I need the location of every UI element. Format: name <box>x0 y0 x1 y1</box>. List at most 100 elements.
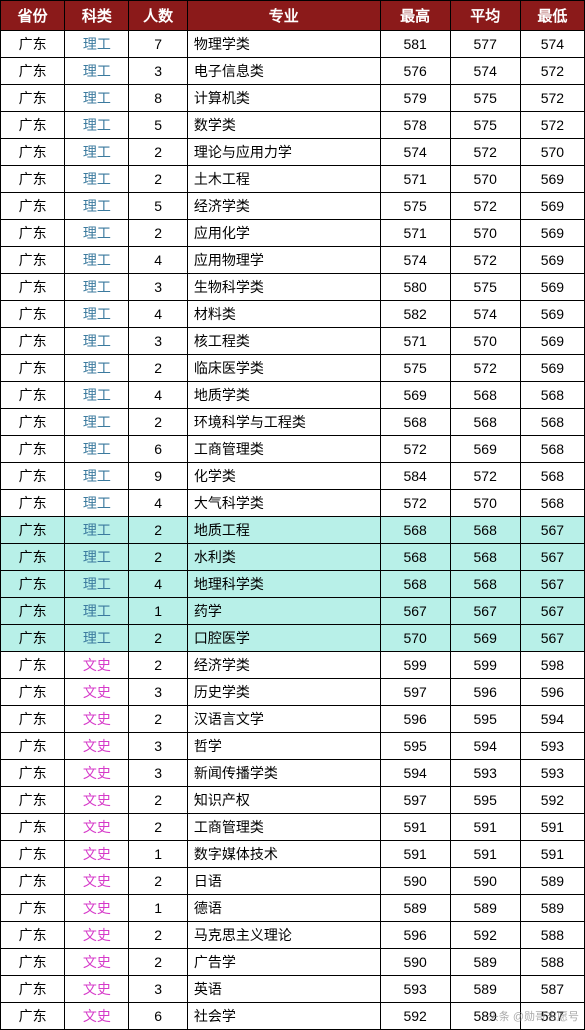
cell: 2 <box>129 868 187 895</box>
table-row: 广东理工2环境科学与工程类568568568 <box>1 409 585 436</box>
cell: 567 <box>450 598 520 625</box>
cell: 广东 <box>1 85 65 112</box>
cell: 1 <box>129 841 187 868</box>
cell: 文史 <box>65 787 129 814</box>
cell: 文史 <box>65 868 129 895</box>
cell: 广东 <box>1 166 65 193</box>
cell: 592 <box>380 1003 450 1030</box>
cell: 电子信息类 <box>187 58 380 85</box>
table-row: 广东文史1数字媒体技术591591591 <box>1 841 585 868</box>
cell: 广东 <box>1 220 65 247</box>
cell: 596 <box>380 922 450 949</box>
cell: 591 <box>450 814 520 841</box>
cell: 广东 <box>1 922 65 949</box>
cell: 589 <box>450 949 520 976</box>
table-row: 广东理工2水利类568568567 <box>1 544 585 571</box>
cell: 572 <box>380 436 450 463</box>
cell: 593 <box>450 760 520 787</box>
cell: 新闻传播学类 <box>187 760 380 787</box>
cell: 汉语言文学 <box>187 706 380 733</box>
cell: 广东 <box>1 841 65 868</box>
cell: 广东 <box>1 760 65 787</box>
cell: 3 <box>129 679 187 706</box>
col-header-6: 最低 <box>520 1 584 31</box>
cell: 文史 <box>65 922 129 949</box>
cell: 588 <box>520 949 584 976</box>
cell: 597 <box>380 787 450 814</box>
cell: 575 <box>380 355 450 382</box>
cell: 2 <box>129 706 187 733</box>
cell: 文史 <box>65 679 129 706</box>
cell: 570 <box>380 625 450 652</box>
cell: 广东 <box>1 787 65 814</box>
cell: 理工 <box>65 382 129 409</box>
cell: 广东 <box>1 58 65 85</box>
cell: 597 <box>380 679 450 706</box>
cell: 英语 <box>187 976 380 1003</box>
cell: 临床医学类 <box>187 355 380 382</box>
cell: 571 <box>380 166 450 193</box>
cell: 569 <box>520 328 584 355</box>
cell: 化学类 <box>187 463 380 490</box>
cell: 3 <box>129 58 187 85</box>
cell: 生物科学类 <box>187 274 380 301</box>
cell: 理工 <box>65 274 129 301</box>
cell: 历史学类 <box>187 679 380 706</box>
cell: 理论与应用力学 <box>187 139 380 166</box>
cell: 593 <box>520 733 584 760</box>
cell: 574 <box>450 58 520 85</box>
cell: 569 <box>520 355 584 382</box>
cell: 理工 <box>65 58 129 85</box>
cell: 572 <box>450 247 520 274</box>
cell: 核工程类 <box>187 328 380 355</box>
cell: 土木工程 <box>187 166 380 193</box>
cell: 计算机类 <box>187 85 380 112</box>
cell: 社会学 <box>187 1003 380 1030</box>
cell: 569 <box>380 382 450 409</box>
table-row: 广东理工4地质学类569568568 <box>1 382 585 409</box>
cell: 德语 <box>187 895 380 922</box>
cell: 596 <box>450 679 520 706</box>
cell: 广东 <box>1 1003 65 1030</box>
cell: 575 <box>450 112 520 139</box>
cell: 594 <box>380 760 450 787</box>
cell: 591 <box>380 841 450 868</box>
cell: 594 <box>450 733 520 760</box>
cell: 广东 <box>1 706 65 733</box>
cell: 596 <box>520 679 584 706</box>
cell: 4 <box>129 247 187 274</box>
cell: 广东 <box>1 247 65 274</box>
cell: 地质学类 <box>187 382 380 409</box>
cell: 文史 <box>65 976 129 1003</box>
cell: 广东 <box>1 976 65 1003</box>
cell: 2 <box>129 166 187 193</box>
cell: 物理学类 <box>187 31 380 58</box>
cell: 广东 <box>1 949 65 976</box>
cell: 568 <box>450 382 520 409</box>
cell: 哲学 <box>187 733 380 760</box>
cell: 2 <box>129 220 187 247</box>
cell: 572 <box>520 58 584 85</box>
cell: 589 <box>450 895 520 922</box>
cell: 569 <box>450 436 520 463</box>
cell: 570 <box>450 220 520 247</box>
watermark-text: 头条 @勋哥志愿号 <box>488 1008 579 1024</box>
cell: 水利类 <box>187 544 380 571</box>
cell: 567 <box>380 598 450 625</box>
cell: 2 <box>129 949 187 976</box>
cell: 大气科学类 <box>187 490 380 517</box>
cell: 2 <box>129 139 187 166</box>
cell: 8 <box>129 85 187 112</box>
cell: 569 <box>520 247 584 274</box>
cell: 568 <box>450 571 520 598</box>
cell: 2 <box>129 544 187 571</box>
cell: 589 <box>520 895 584 922</box>
cell: 文史 <box>65 841 129 868</box>
cell: 理工 <box>65 301 129 328</box>
cell: 数字媒体技术 <box>187 841 380 868</box>
cell: 6 <box>129 436 187 463</box>
cell: 568 <box>380 571 450 598</box>
cell: 工商管理类 <box>187 436 380 463</box>
cell: 应用化学 <box>187 220 380 247</box>
cell: 1 <box>129 598 187 625</box>
